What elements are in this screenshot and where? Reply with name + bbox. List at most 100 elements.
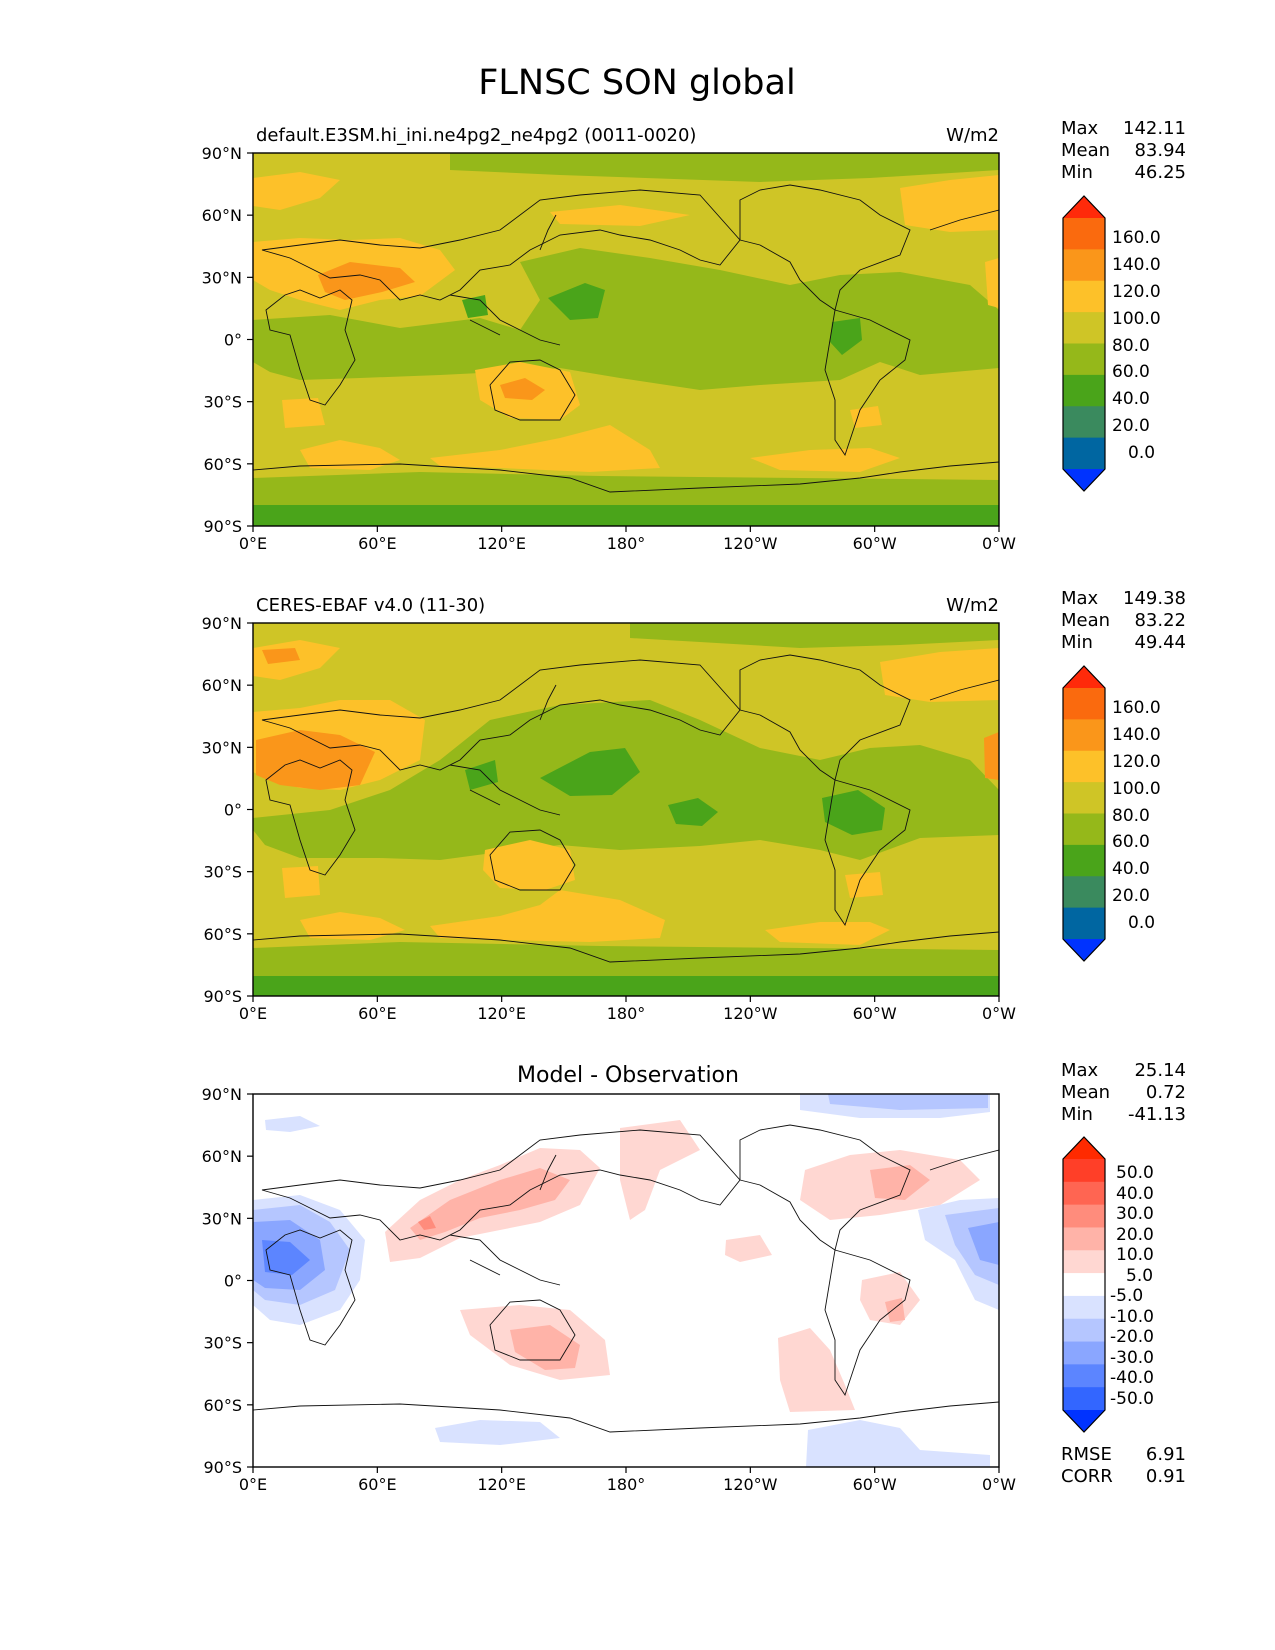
difference-y-tick-label: 60°N — [202, 1147, 242, 1166]
model-y-tick-label: 90°S — [203, 517, 242, 536]
observation-colorbar-swatch — [1063, 782, 1105, 814]
difference-map-coastlines — [253, 1124, 999, 1433]
difference-y-tick-label: 0° — [224, 1272, 242, 1291]
difference-colorbar-swatch — [1063, 1181, 1105, 1206]
difference-colorbar-swatch — [1063, 1227, 1105, 1251]
observation-colorbar-label: 0.0 — [1128, 913, 1155, 933]
model-colorbar-outline — [1062, 195, 1106, 492]
difference-panel: Model - Observation — [202, 1060, 1186, 1494]
difference-stats-max-value: 25.14 — [1134, 1060, 1186, 1081]
model-stats-min-label: Min — [1061, 162, 1093, 183]
observation-x-tick-label: 0°E — [239, 1004, 267, 1023]
observation-y-tick-label: 90°N — [202, 614, 242, 633]
difference-y-tick-label: 30°N — [202, 1209, 242, 1228]
model-colorbar-swatch — [1063, 437, 1105, 470]
difference-x-tick-label: 60°W — [853, 1475, 897, 1494]
observation-stats-mean-label: Mean — [1061, 610, 1110, 631]
observation-stats-mean-value: 83.22 — [1134, 610, 1186, 631]
difference-rmse-label: RMSE — [1061, 1444, 1112, 1465]
difference-x-ticks: 0°E 60°E 120°E 180° 120°W 60°W 0°W — [239, 1467, 1016, 1494]
difference-corr-label: CORR — [1061, 1466, 1113, 1487]
difference-colorbar-label: 40.0 — [1116, 1184, 1154, 1204]
observation-colorbar-outline — [1062, 665, 1106, 962]
difference-y-tick-label: 90°S — [203, 1458, 242, 1477]
observation-colorbar-swatch — [1063, 719, 1105, 752]
difference-colorbar-label: 30.0 — [1116, 1204, 1154, 1224]
observation-y-tick-label: 60°N — [202, 676, 242, 695]
observation-x-tick-label: 120°E — [477, 1004, 526, 1023]
difference-x-tick-label: 120°W — [723, 1475, 778, 1494]
observation-x-tick-label: 60°E — [358, 1004, 396, 1023]
observation-x-ticks: 0°E 60°E 120°E 180° 120°W 60°W 0°W — [239, 996, 1016, 1023]
observation-stats: Max 149.38 Mean 83.22 Min 49.44 — [1061, 588, 1186, 653]
difference-colorbar-swatch — [1063, 1273, 1105, 1297]
difference-colorbar-label: -40.0 — [1110, 1368, 1154, 1388]
difference-colorbar-label: 5.0 — [1126, 1266, 1153, 1286]
observation-stats-max-value: 149.38 — [1123, 588, 1186, 609]
model-colorbar-extend-min — [1063, 469, 1105, 491]
model-y-tick-label: 60°N — [202, 206, 242, 225]
difference-colorbar-swatch — [1063, 1341, 1105, 1365]
model-x-tick-label: 120°E — [477, 534, 526, 553]
difference-colorbar-outline — [1062, 1136, 1106, 1433]
difference-colorbar-label: 20.0 — [1116, 1225, 1154, 1245]
difference-colorbar — [1062, 1136, 1106, 1433]
difference-stats-min-label: Min — [1061, 1104, 1093, 1125]
difference-y-tick-label: 60°S — [203, 1396, 242, 1415]
model-colorbar-extend-max — [1063, 196, 1105, 218]
observation-stats-min-value: 49.44 — [1134, 632, 1186, 653]
difference-colorbar-label: -30.0 — [1110, 1348, 1154, 1368]
model-colorbar-swatch — [1063, 312, 1105, 344]
observation-map-field — [253, 623, 999, 996]
difference-stats: Max 25.14 Mean 0.72 Min -41.13 — [1061, 1060, 1186, 1125]
model-stats-max-value: 142.11 — [1123, 118, 1186, 139]
difference-colorbar-swatch — [1063, 1387, 1105, 1411]
difference-x-tick-label: 0°E — [239, 1475, 267, 1494]
observation-colorbar-swatch — [1063, 907, 1105, 940]
difference-colorbar-labels: 50.0 40.0 30.0 20.0 10.0 5.0 -5.0 -10.0 … — [1110, 1163, 1154, 1409]
model-map-coastlines — [253, 184, 999, 493]
model-panel-right-title: W/m2 — [946, 125, 999, 146]
model-colorbar-label: 140.0 — [1112, 255, 1161, 275]
difference-panel-center-title: Model - Observation — [517, 1063, 739, 1088]
observation-stats-min-label: Min — [1061, 632, 1093, 653]
observation-y-tick-label: 60°S — [203, 925, 242, 944]
observation-y-tick-label: 0° — [224, 801, 242, 820]
observation-colorbar-extend-min — [1063, 939, 1105, 961]
difference-corr-value: 0.91 — [1146, 1466, 1186, 1487]
observation-colorbar-swatch — [1063, 876, 1105, 909]
observation-map-coastlines — [253, 654, 999, 963]
observation-colorbar-swatch — [1063, 844, 1105, 877]
observation-x-tick-label: 60°W — [853, 1004, 897, 1023]
model-x-ticks: 0°E 60°E 120°E 180° 120°W 60°W 0°W — [239, 526, 1016, 553]
model-x-tick-label: 0°E — [239, 534, 267, 553]
model-colorbar-label: 0.0 — [1128, 443, 1155, 463]
difference-colorbar-label: -5.0 — [1110, 1286, 1143, 1306]
model-x-tick-label: 120°W — [723, 534, 778, 553]
model-colorbar-swatch — [1063, 374, 1105, 407]
model-x-tick-label: 60°W — [853, 534, 897, 553]
observation-x-tick-label: 0°W — [982, 1004, 1016, 1023]
model-stats: Max 142.11 Mean 83.94 Min 46.25 — [1061, 118, 1186, 183]
model-colorbar-labels: 160.0 140.0 120.0 100.0 80.0 60.0 40.0 2… — [1112, 228, 1161, 463]
difference-colorbar-label: -50.0 — [1110, 1389, 1154, 1409]
observation-stats-max-label: Max — [1061, 588, 1099, 609]
model-colorbar-label: 100.0 — [1112, 309, 1161, 329]
difference-stats-min-value: -41.13 — [1128, 1104, 1186, 1125]
model-y-tick-label: 30°N — [202, 268, 242, 287]
model-x-tick-label: 0°W — [982, 534, 1016, 553]
model-x-tick-label: 60°E — [358, 534, 396, 553]
model-y-tick-label: 90°N — [202, 144, 242, 163]
model-y-tick-label: 30°S — [203, 393, 242, 412]
model-colorbar-label: 160.0 — [1112, 228, 1161, 248]
model-y-ticks: 90°N 60°N 30°N 0° 30°S 60°S 90°S — [202, 144, 253, 536]
observation-colorbar-label: 140.0 — [1112, 725, 1161, 745]
observation-colorbar-label: 80.0 — [1112, 806, 1150, 826]
model-stats-max-label: Max — [1061, 118, 1099, 139]
model-colorbar-swatch — [1063, 249, 1105, 282]
difference-colorbar-swatch — [1063, 1295, 1105, 1320]
observation-y-ticks: 90°N 60°N 30°N 0° 30°S 60°S 90°S — [202, 614, 253, 1006]
difference-colorbar-swatch — [1063, 1250, 1105, 1274]
observation-colorbar — [1062, 665, 1106, 962]
